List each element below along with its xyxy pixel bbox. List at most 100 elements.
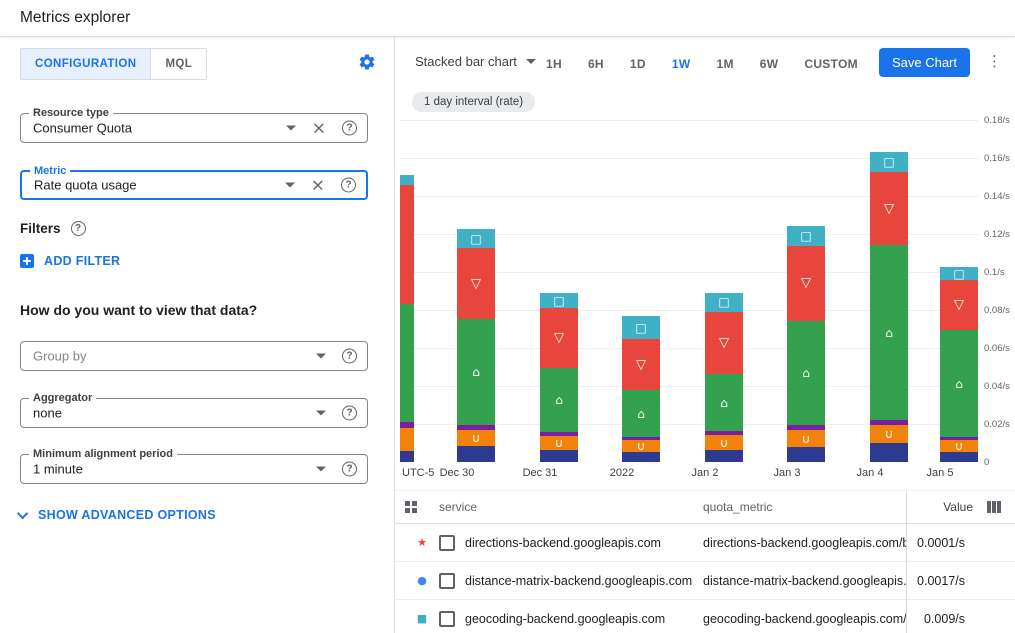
bar-segment-indigo[interactable] bbox=[870, 443, 908, 462]
bar-segment-teal[interactable]: □ bbox=[400, 174, 414, 186]
aggregator-field[interactable]: Aggregator none ? bbox=[20, 392, 368, 428]
bar-segment-orange[interactable]: ∪ bbox=[622, 440, 660, 452]
time-range-custom[interactable]: CUSTOM bbox=[791, 49, 871, 79]
show-advanced-options-button[interactable]: SHOW ADVANCED OPTIONS bbox=[16, 507, 216, 522]
plot-area[interactable]: ∪⌂▽□∪⌂▽□∪⌂▽□∪⌂▽□∪⌂▽□∪⌂▽□∪⌂▽□∪⌂▽□ bbox=[400, 120, 978, 462]
time-range-1d[interactable]: 1D bbox=[617, 49, 659, 79]
column-header-service[interactable]: service bbox=[439, 500, 478, 514]
stacked-bar[interactable]: ∪ ⌂▽□ bbox=[540, 292, 578, 462]
bar-segment-green[interactable]: ⌂ bbox=[622, 390, 660, 438]
bar-segment-red[interactable]: ▽ bbox=[400, 184, 414, 305]
metric-value: Rate quota usage bbox=[34, 177, 137, 193]
stacked-bar[interactable]: ∪ ⌂▽□ bbox=[400, 174, 414, 462]
bar-segment-teal[interactable]: □ bbox=[540, 292, 578, 309]
help-icon[interactable]: ? bbox=[341, 177, 356, 193]
bar-segment-orange[interactable]: ∪ bbox=[940, 440, 978, 452]
chart-type-select[interactable]: Stacked bar chart bbox=[415, 54, 536, 69]
bar-segment-green[interactable]: ⌂ bbox=[540, 368, 578, 433]
bar-segment-orange[interactable]: ∪ bbox=[787, 430, 825, 447]
bar-segment-red[interactable]: ▽ bbox=[540, 308, 578, 369]
stacked-bar[interactable]: ∪⌂▽□ bbox=[940, 267, 978, 462]
metric-field[interactable]: Metric Rate quota usage × ? bbox=[20, 165, 368, 200]
time-range-1w[interactable]: 1W bbox=[659, 49, 704, 79]
bar-segment-orange[interactable]: ∪ bbox=[540, 435, 578, 451]
clear-icon[interactable]: × bbox=[310, 175, 325, 195]
help-icon[interactable]: ? bbox=[70, 221, 86, 236]
bar-segment-teal[interactable]: □ bbox=[787, 225, 825, 246]
tab-mql[interactable]: MQL bbox=[150, 49, 207, 79]
bar-segment-green[interactable]: ⌂ bbox=[870, 245, 908, 421]
bar-segment-indigo[interactable] bbox=[457, 446, 495, 462]
columns-icon[interactable] bbox=[987, 501, 1001, 513]
bar-segment-purple[interactable] bbox=[705, 431, 743, 436]
bar-segment-green[interactable]: ⌂ bbox=[940, 330, 978, 438]
bar-segment-red[interactable]: ▽ bbox=[787, 245, 825, 321]
time-range-1m[interactable]: 1M bbox=[703, 49, 746, 79]
help-icon[interactable]: ? bbox=[342, 120, 357, 136]
bar-segment-orange[interactable]: ∪ bbox=[870, 424, 908, 443]
bar-segment-indigo[interactable] bbox=[940, 451, 978, 462]
bar-segment-red[interactable]: ▽ bbox=[705, 311, 743, 375]
bar-segment-teal[interactable]: □ bbox=[622, 316, 660, 339]
help-icon[interactable]: ? bbox=[342, 461, 357, 477]
stacked-bar[interactable]: ∪ ⌂▽□ bbox=[622, 316, 660, 462]
bar-segment-purple[interactable] bbox=[787, 425, 825, 431]
series-marker-orange: ∪ bbox=[954, 438, 964, 453]
tab-configuration[interactable]: CONFIGURATION bbox=[21, 49, 151, 79]
help-icon[interactable]: ? bbox=[342, 348, 357, 364]
bar-segment-red[interactable]: ▽ bbox=[870, 172, 908, 246]
bar-segment-purple[interactable] bbox=[622, 437, 660, 440]
column-header-quota-metric[interactable]: quota_metric bbox=[703, 500, 773, 514]
bar-segment-purple[interactable] bbox=[870, 420, 908, 425]
alignment-period-field[interactable]: Minimum alignment period 1 minute ? bbox=[20, 448, 368, 484]
bar-segment-green[interactable]: ⌂ bbox=[787, 320, 825, 426]
bar-segment-green[interactable]: ⌂ bbox=[400, 304, 414, 423]
bar-segment-orange[interactable]: ∪ bbox=[705, 435, 743, 451]
time-range-6w[interactable]: 6W bbox=[747, 49, 792, 79]
row-checkbox[interactable] bbox=[439, 572, 455, 589]
stacked-bar[interactable]: ∪ ⌂▽□ bbox=[457, 228, 495, 462]
dropdown-arrow-icon[interactable] bbox=[316, 410, 326, 416]
bar-segment-green[interactable]: ⌂ bbox=[457, 318, 495, 426]
dropdown-arrow-icon[interactable] bbox=[316, 353, 326, 359]
bar-segment-green[interactable]: ⌂ bbox=[705, 374, 743, 432]
stacked-bar[interactable]: ∪ ⌂▽□ bbox=[787, 225, 825, 462]
time-range-1h[interactable]: 1H bbox=[533, 49, 575, 79]
add-filter-button[interactable]: ADD FILTER bbox=[20, 254, 120, 268]
bar-segment-red[interactable]: ▽ bbox=[457, 248, 495, 319]
bar-segment-red[interactable]: ▽ bbox=[622, 338, 660, 391]
save-chart-button[interactable]: Save Chart bbox=[878, 48, 970, 77]
help-icon[interactable]: ? bbox=[342, 405, 357, 421]
settings-gear-icon[interactable] bbox=[358, 53, 376, 71]
bar-segment-teal[interactable]: □ bbox=[940, 267, 978, 281]
bar-segment-purple[interactable] bbox=[400, 422, 414, 428]
bar-segment-teal[interactable]: □ bbox=[457, 228, 495, 249]
bar-segment-purple[interactable] bbox=[457, 425, 495, 431]
bar-segment-purple[interactable] bbox=[940, 437, 978, 440]
stacked-bar[interactable]: ∪ ⌂▽□ bbox=[870, 152, 908, 462]
bar-segment-indigo[interactable] bbox=[705, 450, 743, 462]
select-all-icon[interactable] bbox=[405, 501, 439, 513]
clear-icon[interactable]: × bbox=[311, 118, 326, 138]
bar-segment-teal[interactable]: □ bbox=[870, 152, 908, 173]
dropdown-arrow-icon[interactable] bbox=[316, 466, 326, 472]
more-options-icon[interactable]: ⋮ bbox=[987, 52, 1002, 70]
column-header-value[interactable]: Value bbox=[906, 491, 1013, 523]
row-checkbox[interactable] bbox=[439, 610, 455, 627]
bar-segment-teal[interactable]: □ bbox=[705, 292, 743, 312]
bar-segment-indigo[interactable] bbox=[540, 450, 578, 462]
group-by-field[interactable]: Group by ? bbox=[20, 341, 368, 371]
dropdown-arrow-icon[interactable] bbox=[285, 125, 296, 131]
resource-type-field[interactable]: Resource type Consumer Quota × ? bbox=[20, 107, 368, 143]
stacked-bar[interactable]: ∪ ⌂▽□ bbox=[705, 292, 743, 462]
dropdown-arrow-icon[interactable] bbox=[284, 182, 295, 188]
bar-segment-indigo[interactable] bbox=[622, 451, 660, 462]
bar-segment-orange[interactable]: ∪ bbox=[400, 427, 414, 451]
bar-segment-purple[interactable] bbox=[540, 432, 578, 436]
bar-segment-indigo[interactable] bbox=[787, 447, 825, 462]
bar-segment-indigo[interactable] bbox=[400, 450, 414, 462]
bar-segment-red[interactable]: ▽ bbox=[940, 280, 978, 331]
row-checkbox[interactable] bbox=[439, 534, 455, 551]
bar-segment-orange[interactable]: ∪ bbox=[457, 430, 495, 447]
time-range-6h[interactable]: 6H bbox=[575, 49, 617, 79]
